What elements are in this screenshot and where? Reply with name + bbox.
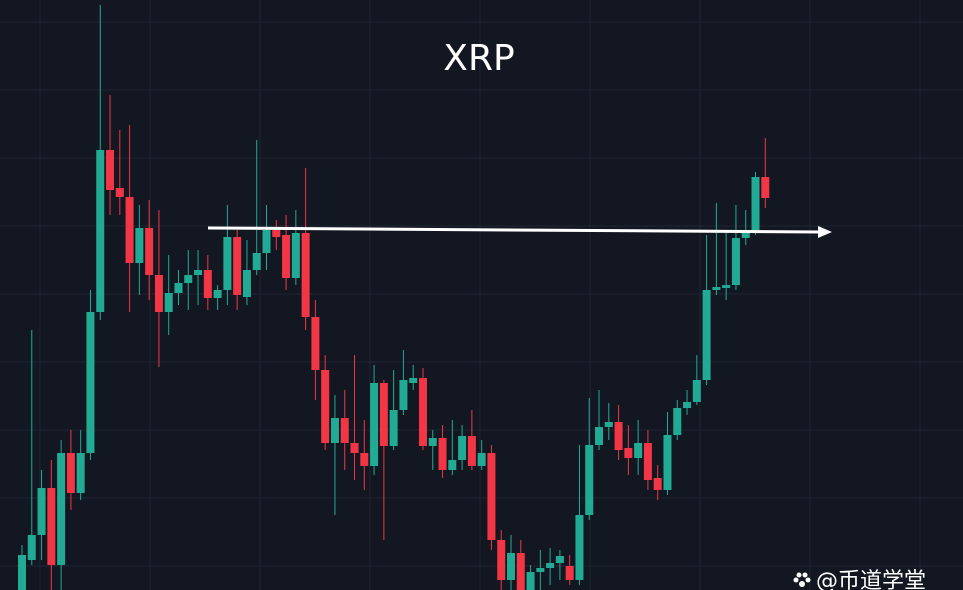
candle-body [624, 448, 633, 458]
candle-body [291, 233, 300, 278]
candle-body [330, 418, 339, 443]
candle-body [438, 438, 447, 470]
candle-body [487, 453, 496, 540]
candle-body [233, 237, 242, 295]
candle-body [565, 566, 574, 580]
candle-body [477, 453, 486, 466]
candle-body [154, 275, 163, 312]
candle-body [27, 535, 36, 560]
candle-body [555, 556, 564, 563]
candle-body [360, 453, 369, 466]
chart-title: XRP [443, 38, 514, 79]
candle-body [135, 228, 144, 263]
candle-body [164, 293, 173, 312]
candle-body [653, 478, 662, 490]
candle-body [507, 553, 515, 580]
candle-body [614, 422, 623, 450]
candle-body [604, 422, 613, 427]
candle-body [409, 378, 418, 383]
candle-body [428, 438, 437, 446]
candle-body [536, 568, 545, 572]
candle-body [76, 453, 85, 493]
candle-body [174, 283, 183, 293]
candle-body [115, 188, 124, 197]
candle-body [145, 228, 154, 275]
candle-body [194, 270, 203, 275]
arrow-head [818, 226, 832, 238]
candle-body [350, 443, 359, 453]
watermark: @币道学堂 [816, 569, 926, 590]
candle-body [57, 453, 66, 565]
candle-body [751, 177, 760, 230]
candle-body [301, 233, 310, 317]
candle-body [448, 460, 457, 470]
candle-body [370, 383, 379, 466]
candle-body [526, 572, 535, 590]
candle-body [546, 563, 555, 568]
watermark-icon [793, 572, 811, 587]
arrow-line [207, 226, 821, 234]
candle-body [595, 427, 604, 445]
candle-body [340, 418, 349, 443]
candle-body [223, 237, 232, 290]
candle-body [96, 150, 105, 312]
candle-body [575, 515, 584, 580]
candle-body [18, 555, 26, 590]
candle-body [761, 177, 770, 198]
candle-body [213, 290, 222, 298]
candle-body [497, 540, 506, 580]
candle-body [643, 443, 652, 480]
candle-body [321, 370, 330, 443]
candle-body [272, 230, 281, 237]
candles [18, 5, 770, 590]
candle-body [712, 287, 721, 290]
candle-body [741, 230, 750, 238]
candle-body [86, 312, 95, 453]
candle-body [203, 270, 212, 298]
candle-body [37, 488, 46, 535]
candle-body [467, 436, 476, 466]
candle-body [106, 150, 115, 190]
candle-body [252, 253, 261, 270]
candle-body [663, 435, 672, 490]
candle-body [585, 445, 594, 515]
candle-body [184, 275, 193, 283]
candle-body [399, 380, 408, 410]
candle-body [722, 285, 731, 288]
candle-body [516, 553, 525, 590]
candle-body [458, 436, 467, 460]
candle-body [673, 408, 682, 435]
candle-body [262, 230, 271, 253]
candle-body [634, 443, 643, 458]
candle-body [47, 488, 56, 565]
candle-body [683, 402, 692, 408]
candle-body [389, 410, 398, 446]
candle-body [66, 453, 75, 493]
candle-body [311, 317, 320, 370]
candle-body [379, 383, 388, 446]
candle-body [242, 270, 251, 297]
candle-body [692, 380, 701, 402]
candle-body [282, 235, 291, 278]
candle-body [125, 197, 134, 263]
candle-body [731, 238, 740, 285]
candle-body [418, 378, 427, 446]
candle-body [702, 290, 711, 380]
